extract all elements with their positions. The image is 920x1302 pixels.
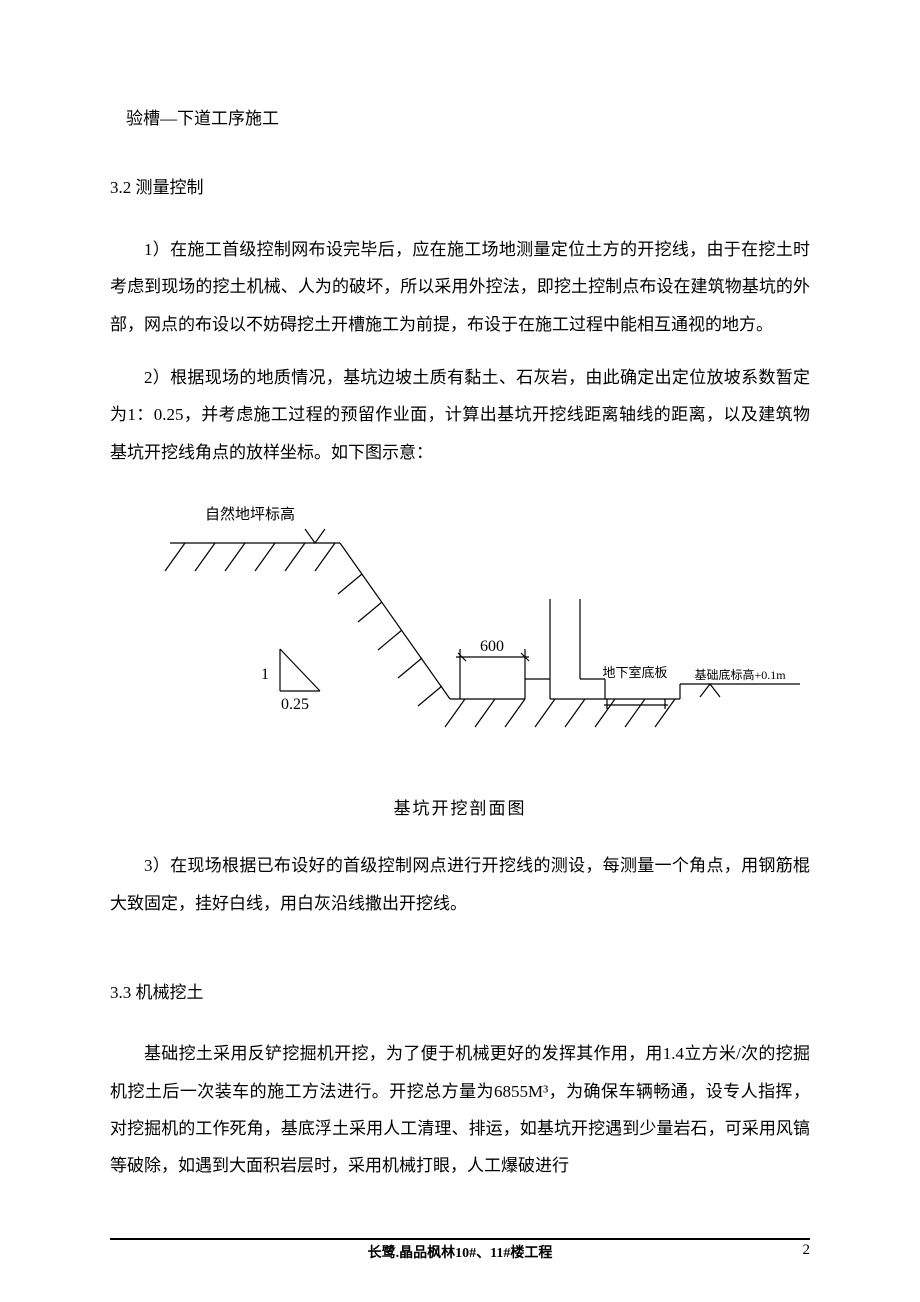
continuation-line: 验槽—下道工序施工 <box>126 100 810 137</box>
label-ratio-v: 1 <box>261 666 269 683</box>
excavation-diagram: 自然地坪标高 <box>110 499 810 784</box>
page-footer: 长鹭.晶品枫林10#、11#楼工程 2 <box>110 1238 810 1262</box>
label-ground: 自然地坪标高 <box>205 506 295 523</box>
para-3-2-3: 3）在现场根据已布设好的首级控制网点进行开挖线的测设，每测量一个角点，用钢筋棍大… <box>110 847 810 922</box>
para-3-3-1: 基础挖土采用反铲挖掘机开挖，为了便于机械更好的发挥其作用，用1.4立方米/次的挖… <box>110 1035 810 1185</box>
label-600: 600 <box>480 638 504 655</box>
para-3-2-1: 1）在施工首级控制网布设完毕后，应在施工场地测量定位土方的开挖线，由于在挖土时考… <box>110 231 810 343</box>
label-foundation: 基础底标高+0.1m <box>694 667 786 682</box>
footer-title: 长鹭.晶品枫林10#、11#楼工程 <box>140 1242 780 1262</box>
label-ratio-h: 0.25 <box>281 696 309 713</box>
heading-3-2: 3.2 测量控制 <box>110 169 810 206</box>
para-3-2-2: 2）根据现场的地质情况，基坑边坡土质有黏土、石灰岩，由此确定出定位放坡系数暂定为… <box>110 359 810 471</box>
page-number: 2 <box>780 1242 810 1259</box>
label-basement: 地下室底板 <box>602 665 667 680</box>
heading-3-3: 3.3 机械挖土 <box>110 974 810 1011</box>
diagram-caption: 基坑开挖剖面图 <box>110 794 810 819</box>
